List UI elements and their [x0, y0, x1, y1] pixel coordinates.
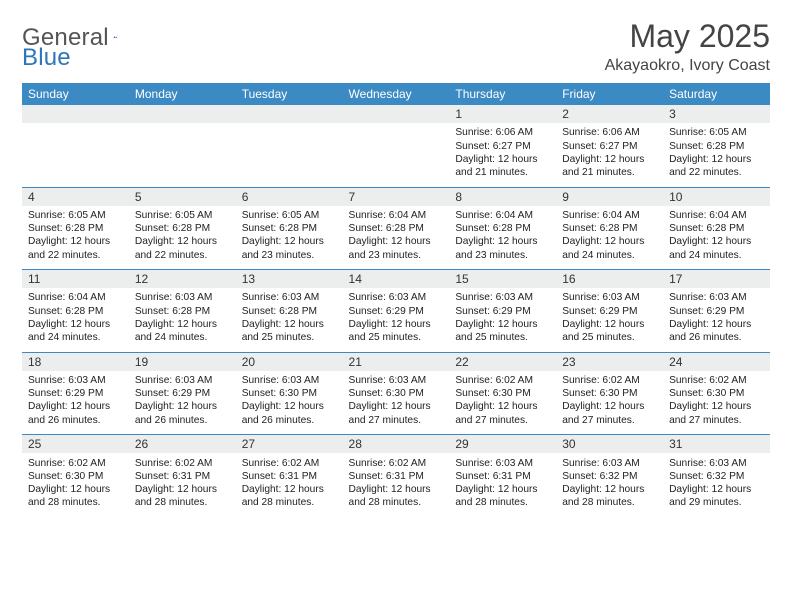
- day-number-cell: 16: [556, 270, 663, 288]
- day-content-cell: Sunrise: 6:03 AMSunset: 6:32 PMDaylight:…: [663, 453, 770, 517]
- day-number-cell: 5: [129, 188, 236, 206]
- day-content-cell: Sunrise: 6:04 AMSunset: 6:28 PMDaylight:…: [556, 206, 663, 270]
- day-content-cell: Sunrise: 6:04 AMSunset: 6:28 PMDaylight:…: [449, 206, 556, 270]
- dow-wed: Wednesday: [343, 83, 450, 105]
- day-content-cell: Sunrise: 6:05 AMSunset: 6:28 PMDaylight:…: [236, 206, 343, 270]
- sail-icon: [113, 28, 117, 46]
- week-daynum-row: 123: [22, 105, 770, 123]
- day-content-cell: Sunrise: 6:03 AMSunset: 6:29 PMDaylight:…: [556, 288, 663, 352]
- dow-tue: Tuesday: [236, 83, 343, 105]
- day-content-cell: Sunrise: 6:06 AMSunset: 6:27 PMDaylight:…: [449, 123, 556, 187]
- day-number-cell: 3: [663, 105, 770, 123]
- day-content-cell: Sunrise: 6:04 AMSunset: 6:28 PMDaylight:…: [663, 206, 770, 270]
- day-number-cell: 19: [129, 353, 236, 371]
- day-number-cell: 9: [556, 188, 663, 206]
- day-content-cell: Sunrise: 6:04 AMSunset: 6:28 PMDaylight:…: [343, 206, 450, 270]
- week-daynum-row: 18192021222324: [22, 353, 770, 371]
- day-number-cell: 26: [129, 435, 236, 453]
- day-content-cell: [22, 123, 129, 187]
- day-content-cell: Sunrise: 6:03 AMSunset: 6:29 PMDaylight:…: [343, 288, 450, 352]
- day-number-cell: 2: [556, 105, 663, 123]
- day-number-cell: 21: [343, 353, 450, 371]
- day-number-cell: 24: [663, 353, 770, 371]
- week-daynum-row: 45678910: [22, 188, 770, 206]
- day-content-cell: Sunrise: 6:05 AMSunset: 6:28 PMDaylight:…: [663, 123, 770, 187]
- day-content-cell: Sunrise: 6:03 AMSunset: 6:29 PMDaylight:…: [663, 288, 770, 352]
- day-number-cell: 27: [236, 435, 343, 453]
- day-content-cell: Sunrise: 6:03 AMSunset: 6:28 PMDaylight:…: [236, 288, 343, 352]
- day-number-cell: 8: [449, 188, 556, 206]
- dow-sun: Sunday: [22, 83, 129, 105]
- day-number-cell: 29: [449, 435, 556, 453]
- day-number-cell: 25: [22, 435, 129, 453]
- day-content-cell: Sunrise: 6:02 AMSunset: 6:30 PMDaylight:…: [663, 371, 770, 435]
- day-number-cell: 10: [663, 188, 770, 206]
- day-content-cell: Sunrise: 6:03 AMSunset: 6:29 PMDaylight:…: [22, 371, 129, 435]
- day-number-cell: 1: [449, 105, 556, 123]
- day-number-cell: 22: [449, 353, 556, 371]
- day-content-cell: Sunrise: 6:05 AMSunset: 6:28 PMDaylight:…: [22, 206, 129, 270]
- week-content-row: Sunrise: 6:06 AMSunset: 6:27 PMDaylight:…: [22, 123, 770, 187]
- week-content-row: Sunrise: 6:05 AMSunset: 6:28 PMDaylight:…: [22, 206, 770, 270]
- day-content-cell: [129, 123, 236, 187]
- calendar-body: 123Sunrise: 6:06 AMSunset: 6:27 PMDaylig…: [22, 105, 770, 517]
- day-number-cell: 18: [22, 353, 129, 371]
- week-content-row: Sunrise: 6:04 AMSunset: 6:28 PMDaylight:…: [22, 288, 770, 352]
- dow-fri: Friday: [556, 83, 663, 105]
- day-number-cell: 17: [663, 270, 770, 288]
- title-block: May 2025 Akayaokro, Ivory Coast: [605, 18, 770, 75]
- dow-mon: Monday: [129, 83, 236, 105]
- day-number-cell: 14: [343, 270, 450, 288]
- day-number-cell: 13: [236, 270, 343, 288]
- day-content-cell: [236, 123, 343, 187]
- day-content-cell: Sunrise: 6:03 AMSunset: 6:28 PMDaylight:…: [129, 288, 236, 352]
- day-number-cell: 15: [449, 270, 556, 288]
- location: Akayaokro, Ivory Coast: [605, 57, 770, 75]
- day-content-cell: Sunrise: 6:06 AMSunset: 6:27 PMDaylight:…: [556, 123, 663, 187]
- day-content-cell: Sunrise: 6:03 AMSunset: 6:31 PMDaylight:…: [449, 453, 556, 517]
- day-content-cell: Sunrise: 6:03 AMSunset: 6:30 PMDaylight:…: [236, 371, 343, 435]
- day-number-cell: 6: [236, 188, 343, 206]
- day-content-cell: Sunrise: 6:02 AMSunset: 6:31 PMDaylight:…: [129, 453, 236, 517]
- day-header-row: Sunday Monday Tuesday Wednesday Thursday…: [22, 83, 770, 105]
- brand-word2: Blue: [22, 44, 71, 71]
- day-number-cell: 31: [663, 435, 770, 453]
- day-number-cell: 4: [22, 188, 129, 206]
- dow-sat: Saturday: [663, 83, 770, 105]
- day-content-cell: Sunrise: 6:02 AMSunset: 6:30 PMDaylight:…: [449, 371, 556, 435]
- month-title: May 2025: [605, 18, 770, 55]
- day-content-cell: Sunrise: 6:02 AMSunset: 6:30 PMDaylight:…: [556, 371, 663, 435]
- day-number-cell: [343, 105, 450, 123]
- day-content-cell: Sunrise: 6:02 AMSunset: 6:30 PMDaylight:…: [22, 453, 129, 517]
- calendar-table: Sunday Monday Tuesday Wednesday Thursday…: [22, 83, 770, 517]
- day-number-cell: 11: [22, 270, 129, 288]
- day-content-cell: Sunrise: 6:03 AMSunset: 6:32 PMDaylight:…: [556, 453, 663, 517]
- day-number-cell: [236, 105, 343, 123]
- day-number-cell: 28: [343, 435, 450, 453]
- day-content-cell: Sunrise: 6:05 AMSunset: 6:28 PMDaylight:…: [129, 206, 236, 270]
- week-content-row: Sunrise: 6:03 AMSunset: 6:29 PMDaylight:…: [22, 371, 770, 435]
- day-content-cell: Sunrise: 6:03 AMSunset: 6:30 PMDaylight:…: [343, 371, 450, 435]
- day-content-cell: Sunrise: 6:03 AMSunset: 6:29 PMDaylight:…: [449, 288, 556, 352]
- day-number-cell: [129, 105, 236, 123]
- day-number-cell: 23: [556, 353, 663, 371]
- day-content-cell: Sunrise: 6:04 AMSunset: 6:28 PMDaylight:…: [22, 288, 129, 352]
- day-content-cell: Sunrise: 6:02 AMSunset: 6:31 PMDaylight:…: [236, 453, 343, 517]
- brand-word2-wrap: Blue: [22, 44, 71, 72]
- day-number-cell: 12: [129, 270, 236, 288]
- week-daynum-row: 11121314151617: [22, 270, 770, 288]
- week-content-row: Sunrise: 6:02 AMSunset: 6:30 PMDaylight:…: [22, 453, 770, 517]
- day-content-cell: Sunrise: 6:03 AMSunset: 6:29 PMDaylight:…: [129, 371, 236, 435]
- day-number-cell: 7: [343, 188, 450, 206]
- day-number-cell: 30: [556, 435, 663, 453]
- day-content-cell: [343, 123, 450, 187]
- day-content-cell: Sunrise: 6:02 AMSunset: 6:31 PMDaylight:…: [343, 453, 450, 517]
- day-number-cell: 20: [236, 353, 343, 371]
- header: General May 2025 Akayaokro, Ivory Coast: [22, 18, 770, 75]
- day-number-cell: [22, 105, 129, 123]
- week-daynum-row: 25262728293031: [22, 435, 770, 453]
- calendar-page: General May 2025 Akayaokro, Ivory Coast …: [0, 0, 792, 612]
- dow-thu: Thursday: [449, 83, 556, 105]
